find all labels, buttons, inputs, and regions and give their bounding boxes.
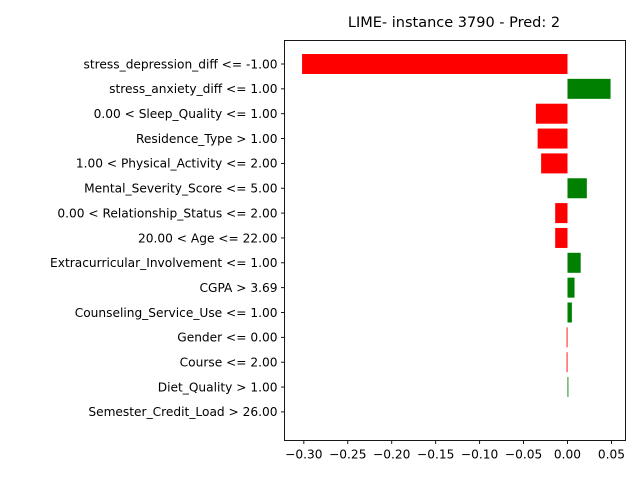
- y-tick-label: Mental_Severity_Score <= 5.00: [84, 182, 277, 196]
- y-tick-label: Extracurricular_Involvement <= 1.00: [50, 256, 277, 270]
- y-tick-label: Counseling_Service_Use <= 1.00: [75, 306, 278, 320]
- bars-group: [302, 54, 611, 398]
- y-tick-label: 0.00 < Sleep_Quality <= 1.00: [94, 107, 278, 121]
- x-tick-label: −0.20: [373, 448, 410, 462]
- bar: [541, 153, 568, 174]
- bar: [566, 327, 568, 348]
- chart-title: LIME- instance 3790 - Pred: 2: [348, 15, 560, 31]
- y-tick-label: 0.00 < Relationship_Status <= 2.00: [57, 206, 277, 220]
- y-tick-label: Semester_Credit_Load > 26.00: [88, 405, 277, 419]
- y-tick-label: stress_depression_diff <= -1.00: [84, 57, 278, 71]
- y-tick-label: 20.00 < Age <= 22.00: [138, 231, 277, 245]
- y-tick-label: stress_anxiety_diff <= 1.00: [109, 82, 277, 96]
- x-tick-label: −0.10: [461, 448, 498, 462]
- bar: [566, 352, 568, 373]
- bar: [302, 54, 568, 74]
- bar: [537, 128, 568, 149]
- bar: [567, 277, 575, 298]
- x-tick-label: −0.25: [329, 448, 366, 462]
- y-tick-label: Course <= 2.00: [180, 356, 278, 370]
- plot-frame: [284, 40, 626, 441]
- bar: [555, 203, 568, 224]
- bar: [535, 103, 568, 124]
- bar: [555, 227, 568, 248]
- bar: [567, 302, 572, 323]
- x-tick-label: 0.05: [598, 448, 625, 462]
- x-tick-label: −0.30: [285, 448, 322, 462]
- bar: [567, 252, 581, 273]
- y-tick-label: CGPA > 3.69: [200, 281, 278, 295]
- x-tick-label: −0.15: [417, 448, 454, 462]
- x-tick-label: 0.00: [554, 448, 581, 462]
- y-tick-label: 1.00 < Physical_Activity <= 2.00: [76, 157, 278, 171]
- bar: [567, 377, 569, 398]
- y-tick-label: Diet_Quality > 1.00: [158, 380, 278, 394]
- y-tick-label: Residence_Type > 1.00: [136, 132, 278, 146]
- bar: [567, 78, 611, 99]
- x-tick-label: −0.05: [505, 448, 542, 462]
- y-tick-labels: stress_depression_diff <= -1.00 stress_an…: [50, 57, 285, 419]
- x-axis: −0.30 −0.25 −0.20 −0.15 −0.10 −0.05 0.00 0.05: [285, 440, 625, 462]
- y-tick-label: Gender <= 0.00: [177, 331, 277, 345]
- bar: [567, 178, 587, 199]
